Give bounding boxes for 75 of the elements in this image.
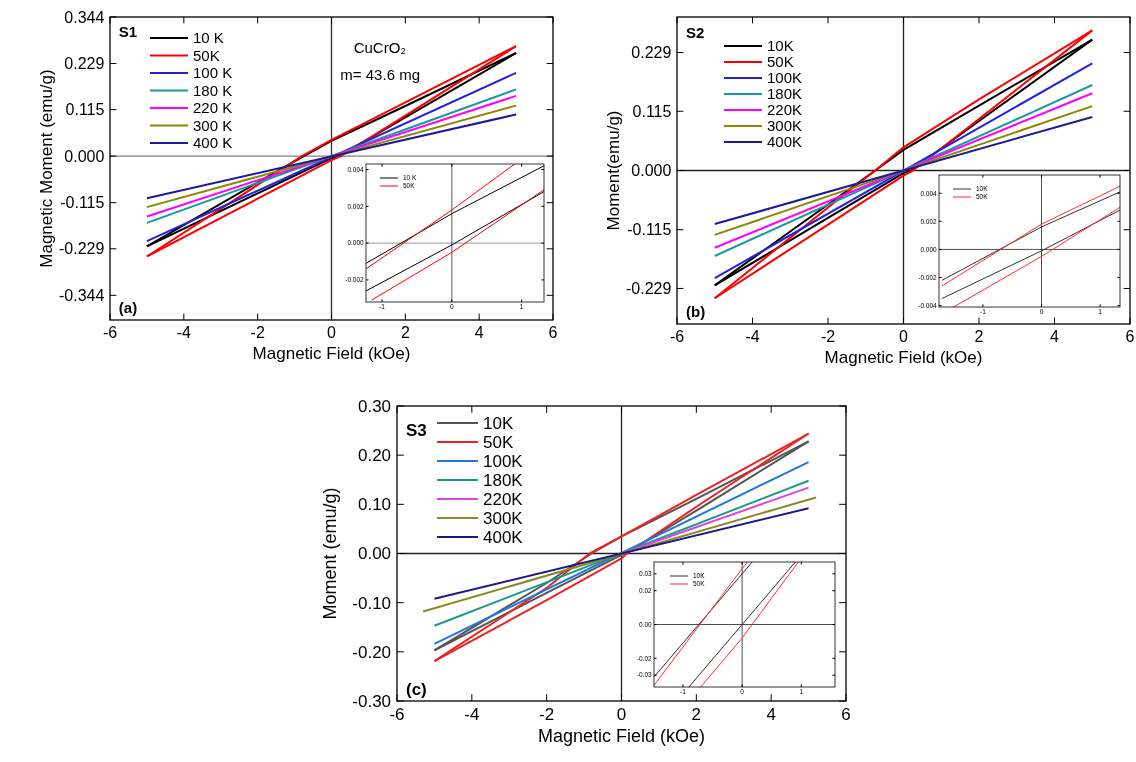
legend-label: 300 K — [193, 116, 233, 134]
x-tick-label: 6 — [841, 704, 851, 724]
y-tick-label: 0.000 — [631, 162, 672, 180]
legend-label: 400K — [767, 133, 803, 151]
x-tick-label: -4 — [464, 704, 480, 724]
y-tick-label: 0.115 — [65, 101, 105, 119]
x-tick-label: 6 — [548, 323, 558, 341]
y-tick-label: -0.10 — [352, 593, 392, 613]
y-tick-label: -0.115 — [60, 194, 105, 212]
legend-label: 100K — [767, 69, 803, 87]
legend-label: 300K — [767, 117, 803, 135]
x-tick-label: -2 — [250, 323, 265, 341]
annotation: m= 43.6 mg — [340, 65, 420, 83]
y-axis-title: Moment(emu/g) — [604, 110, 624, 231]
x-tick-label: -6 — [102, 323, 118, 341]
y-axis-title: Moment (emu/g) — [319, 487, 340, 620]
x-tick-label: -2 — [539, 704, 555, 724]
y-tick-label: 0.229 — [64, 55, 105, 73]
y-tick-label: 0.344 — [64, 8, 105, 26]
x-tick-label: -6 — [389, 704, 405, 724]
legend-label: 180K — [483, 470, 524, 490]
x-tick-label: 0 — [899, 327, 909, 345]
y-tick-label: 0.115 — [632, 102, 672, 120]
x-tick-label: 4 — [474, 323, 484, 341]
y-tick-label: 0.00 — [357, 544, 392, 564]
legend-label: 50K — [483, 432, 514, 452]
legend-label: 100 K — [193, 64, 233, 82]
legend-label: 220K — [767, 101, 803, 119]
annotation: S3 — [405, 420, 427, 440]
legend-label: 10K — [767, 37, 794, 55]
y-tick-label: 0.20 — [357, 446, 392, 466]
x-tick-label: 2 — [691, 704, 702, 724]
legend-label: 180K — [767, 85, 803, 103]
x-tick-label: 6 — [1125, 327, 1135, 345]
annotation: (b) — [686, 302, 706, 320]
legend-label: 100K — [483, 451, 524, 471]
x-axis-title: Magnetic Field (kOe) — [824, 347, 983, 367]
y-axis-title: Magnetic Moment (emu/g) — [37, 69, 57, 268]
legend-label: 50K — [767, 53, 794, 71]
annotation: CuCrO₂ — [353, 38, 407, 56]
annotation: (a) — [118, 299, 138, 317]
y-tick-label: -0.344 — [59, 286, 105, 304]
legend-label: 300K — [483, 508, 524, 528]
legend-label: 10K — [483, 413, 514, 433]
x-tick-label: -4 — [176, 323, 192, 341]
annotation: S1 — [118, 23, 138, 41]
y-tick-label: 0.30 — [357, 396, 392, 416]
legend-label: 220 K — [193, 99, 233, 117]
y-tick-label: -0.30 — [352, 691, 392, 711]
x-tick-label: -6 — [669, 327, 685, 345]
legend-label: 220K — [483, 489, 524, 509]
legend-label: 400K — [483, 527, 524, 547]
y-tick-label: -0.115 — [627, 221, 672, 239]
annotation: S2 — [686, 23, 705, 41]
y-tick-label: 0.10 — [357, 495, 392, 515]
annotation: (c) — [405, 680, 427, 700]
x-tick-label: 0 — [616, 704, 627, 724]
y-tick-label: 0.000 — [64, 147, 105, 165]
y-tick-label: 0.229 — [631, 44, 672, 62]
x-tick-label: -4 — [745, 327, 760, 345]
y-tick-label: -0.229 — [59, 240, 105, 258]
x-tick-label: 2 — [400, 323, 410, 341]
legend-label: 180 K — [193, 81, 233, 99]
x-tick-label: 4 — [766, 704, 776, 724]
y-tick-label: -0.20 — [352, 642, 392, 662]
legend-label: 50K — [193, 46, 220, 64]
x-tick-label: 4 — [1050, 327, 1060, 345]
legend-label: 400 K — [193, 134, 233, 152]
x-tick-label: 2 — [974, 327, 984, 345]
legend-label: 10 K — [193, 29, 224, 47]
x-tick-label: 0 — [327, 323, 337, 341]
y-tick-label: -0.229 — [626, 280, 672, 298]
x-axis-title: Magnetic Field (kOe) — [537, 726, 706, 747]
x-tick-label: -2 — [820, 327, 836, 345]
x-axis-title: Magnetic Field (kOe) — [252, 343, 411, 363]
